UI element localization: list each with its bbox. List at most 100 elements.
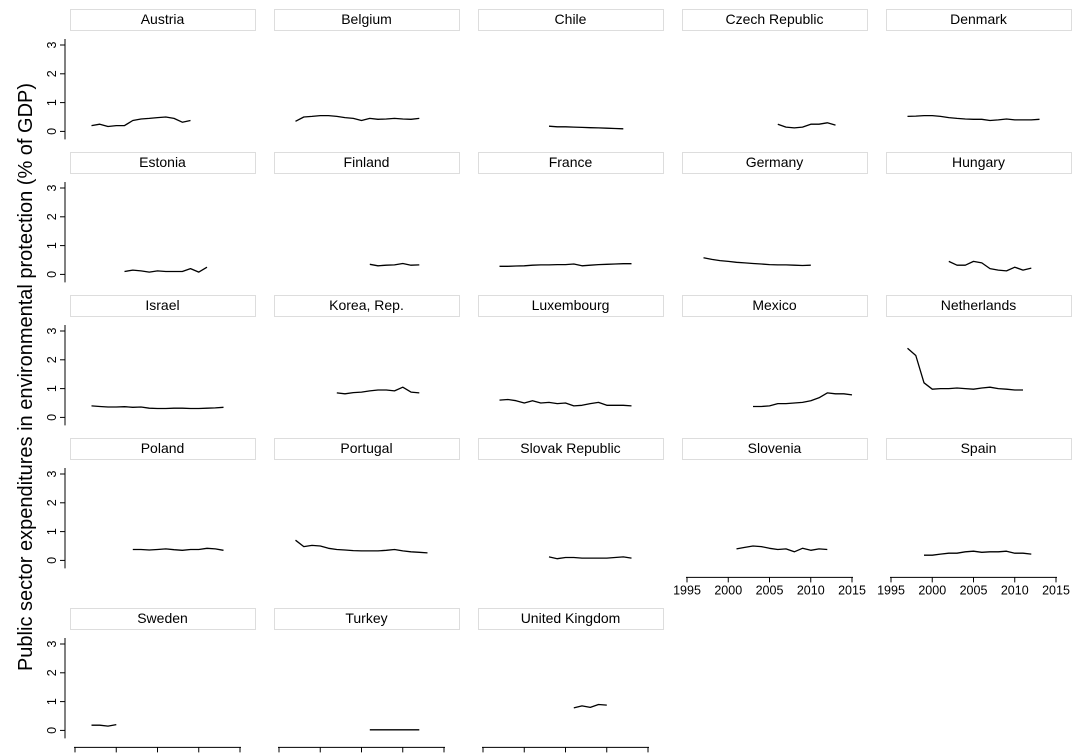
y-tick-label: 3 (45, 327, 59, 334)
series-line-mexico (753, 392, 853, 408)
panel-header (478, 152, 664, 174)
y-tick-label: 3 (45, 640, 59, 647)
panel-title: France (549, 154, 593, 170)
panel-header (274, 438, 460, 460)
x-tick-label: 2000 (714, 583, 742, 597)
panels-group: Austria 0 1 2 3 Belgium Chile Czech Republic Den… (45, 9, 1072, 754)
panel-header (478, 9, 664, 31)
panel-header (682, 9, 868, 31)
panel-header (682, 152, 868, 174)
panel-title: Turkey (345, 610, 387, 626)
series-line-luxembourg (499, 398, 632, 407)
panel-header (682, 438, 868, 460)
series-line-france (499, 263, 632, 267)
y-tick-label: 1 (45, 385, 59, 392)
panel-header (478, 608, 664, 630)
panel-header (70, 9, 256, 31)
panel-header (478, 438, 664, 460)
x-tick-label: 2010 (797, 583, 825, 597)
series-line-spain (924, 550, 1032, 556)
series-line-sweden (91, 723, 117, 727)
panel-header (886, 438, 1072, 460)
panel-title: Slovenia (748, 440, 802, 456)
y-tick-label: 1 (45, 242, 59, 249)
panel-title: Sweden (137, 610, 188, 626)
panel-title: Czech Republic (725, 11, 823, 27)
panel-header (886, 152, 1072, 174)
series-line-slovenia (736, 545, 828, 553)
panel-title: Luxembourg (532, 297, 610, 313)
y-tick-label: 0 (45, 727, 59, 734)
panel-title: Estonia (139, 154, 186, 170)
panel-title: United Kingdom (521, 610, 621, 626)
panel-header (682, 295, 868, 317)
panel-header (886, 295, 1072, 317)
series-line-belgium (295, 114, 420, 122)
x-tick-label: 2000 (918, 583, 946, 597)
y-tick-label: 3 (45, 470, 59, 477)
panel-title: Germany (746, 154, 804, 170)
series-line-poland (132, 547, 224, 551)
y-tick-label: 0 (45, 271, 59, 278)
panel-title: Netherlands (941, 297, 1017, 313)
series-line-korea-rep (336, 386, 420, 395)
y-tick-label: 3 (45, 41, 59, 48)
panel-title: Slovak Republic (520, 440, 620, 456)
series-line-hungary (948, 260, 1032, 272)
series-line-austria (91, 116, 191, 128)
x-tick-label: 1995 (673, 583, 701, 597)
series-line-slovak-republic (548, 556, 632, 560)
panel-header (70, 608, 256, 630)
y-tick-label: 1 (45, 528, 59, 535)
panel-header (478, 295, 664, 317)
x-tick-label: 2005 (960, 583, 988, 597)
series-line-estonia (124, 266, 208, 273)
panel-header (70, 152, 256, 174)
panel-title: Hungary (952, 154, 1005, 170)
panel-title: Finland (344, 154, 390, 170)
panel-header (70, 438, 256, 460)
panel-header (274, 608, 460, 630)
y-tick-label: 0 (45, 557, 59, 564)
panel-title: Chile (555, 11, 587, 27)
x-tick-label: 2015 (838, 583, 866, 597)
x-tick-label: 2010 (1001, 583, 1029, 597)
series-line-united-kingdom (573, 703, 607, 709)
x-tick-label: 1995 (877, 583, 905, 597)
series-line-chile (548, 125, 624, 130)
y-tick-label: 2 (45, 213, 59, 220)
y-tick-label: 3 (45, 184, 59, 191)
y-tick-label: 2 (45, 356, 59, 363)
panel-header (274, 152, 460, 174)
panel-header (274, 9, 460, 31)
panel-title: Portugal (340, 440, 392, 456)
panel-title: Mexico (752, 297, 797, 313)
y-tick-label: 0 (45, 128, 59, 135)
series-line-portugal (295, 539, 428, 554)
y-tick-label: 0 (45, 414, 59, 421)
series-line-germany (703, 257, 811, 267)
series-line-czech-republic (777, 122, 836, 129)
y-axis-label: Public sector expenditures in environmen… (15, 83, 37, 671)
series-line-denmark (907, 114, 1040, 122)
y-tick-label: 1 (45, 99, 59, 106)
panel-header (70, 295, 256, 317)
series-line-netherlands (907, 347, 1023, 391)
panel-title: Belgium (341, 11, 392, 27)
x-tick-label: 2015 (1042, 583, 1070, 597)
y-tick-label: 2 (45, 499, 59, 506)
y-tick-label: 1 (45, 698, 59, 705)
x-tick-label: 2005 (756, 583, 784, 597)
panel-header (886, 9, 1072, 31)
panel-title: Austria (141, 11, 185, 27)
y-tick-label: 2 (45, 669, 59, 676)
panel-title: Korea, Rep. (329, 297, 404, 313)
y-tick-label: 2 (45, 70, 59, 77)
panel-title: Denmark (950, 11, 1008, 27)
series-line-finland (369, 262, 420, 267)
series-line-israel (91, 405, 224, 410)
panel-header (274, 295, 460, 317)
panel-title: Poland (141, 440, 185, 456)
panel-title: Spain (961, 440, 997, 456)
